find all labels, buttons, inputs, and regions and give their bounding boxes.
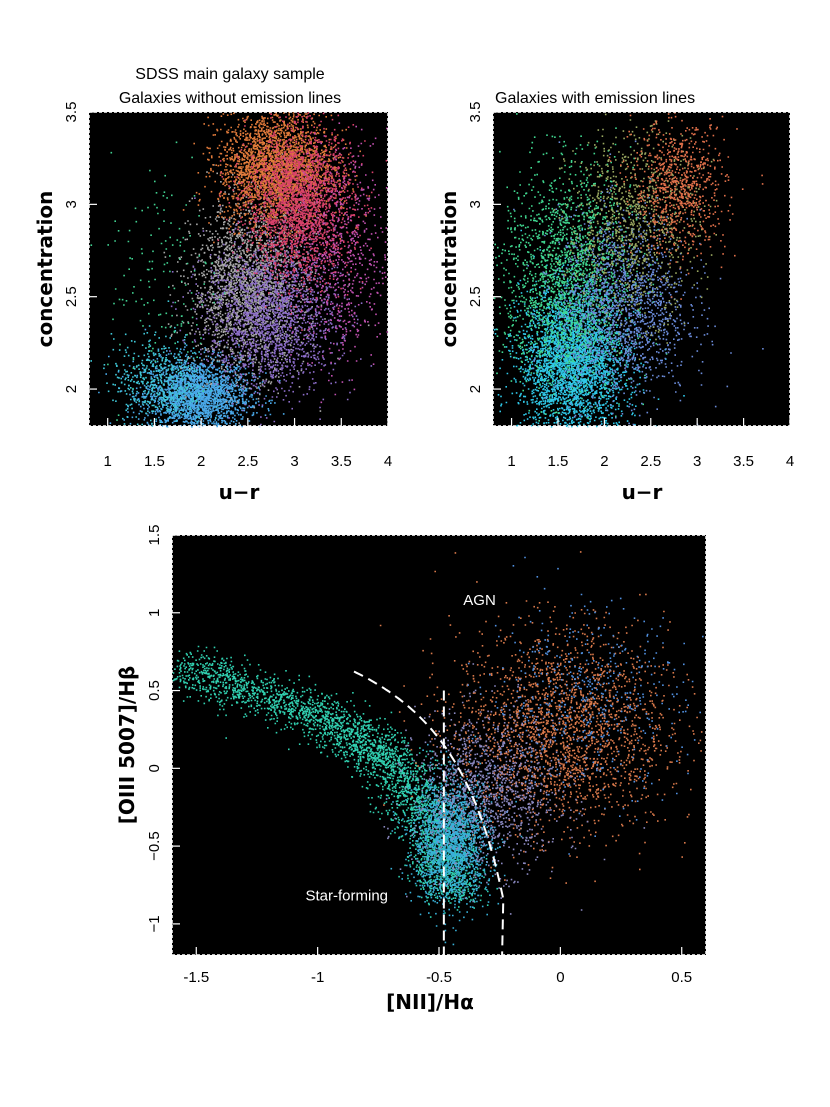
x-tick-label: 1: [104, 453, 112, 470]
plot-frame-top-left: [88, 111, 389, 427]
y-tick-label: 0.5: [146, 680, 163, 701]
points-blue-cyan-wing: [90, 300, 221, 427]
cluster-agn-branch-orange: [379, 551, 703, 884]
x-tick-label: 2: [197, 453, 205, 470]
x-ticks-bottom: -1.5 -1 -0.5 0 0.5: [183, 947, 692, 986]
x-ticks-top-right: 1 1.5 2 2.5 3 3.5 4: [507, 418, 794, 470]
x-axis-label-top-left: u−r: [219, 480, 260, 504]
cluster-blue-violet-mid: [513, 140, 764, 426]
panel-top-left: SDSS main galaxy sample Galaxies without…: [33, 66, 392, 504]
annotation-star-forming: Star-forming: [306, 888, 389, 905]
plot-frame-top-right: [492, 111, 791, 427]
cluster-star-forming-sequence-green: [172, 645, 498, 918]
x-tick-label: 3.5: [331, 453, 352, 470]
points-bottom: [172, 551, 704, 946]
x-tick-label: -0.5: [426, 969, 452, 986]
y-tick-label: 1.5: [146, 525, 163, 546]
panel-top-right: Galaxies with emission lines 1 1.5 2 2.5 3 3.…: [437, 90, 794, 504]
kauffmann-divider-curve: [353, 670, 505, 956]
x-axis-label-bottom-text: [NII]/Hα: [386, 990, 474, 1014]
y-tick-label: 0: [146, 764, 163, 772]
y-tick-label: 3: [467, 200, 484, 208]
panel-title-no-emission: Galaxies without emission lines: [119, 90, 341, 107]
points-orange-high-concentration: [182, 112, 371, 256]
cluster-orange-high-concentration: [182, 112, 371, 256]
points-blue-violet-mid: [513, 140, 764, 426]
figure-title: SDSS main galaxy sample: [135, 66, 325, 83]
x-tick-label: 2.5: [640, 453, 661, 470]
x-tick-label: 1: [507, 453, 515, 470]
y-tick-label: 3: [63, 200, 80, 208]
points-olive-transition: [549, 113, 718, 361]
cluster-red-high-concentration: [217, 112, 388, 331]
x-tick-label: -1.5: [183, 969, 209, 986]
cluster-blue-cyan-wing: [90, 300, 221, 427]
y-tick-label: 3.5: [467, 102, 484, 123]
y-tick-label: 1: [146, 609, 163, 617]
y-ticks-bottom: −1 −0.5 0 0.5 1 1.5: [146, 525, 180, 932]
plot-area-bottom: [172, 535, 706, 955]
x-axis-label-bottom: [NII]/Hα: [386, 990, 474, 1014]
y-axis-label-top-left: concentration: [33, 191, 57, 348]
panel-title-with-emission: Galaxies with emission lines: [495, 90, 695, 107]
x-ticks-top-left: 1 1.5 2 2.5 3 3.5 4: [104, 418, 392, 470]
points-star-forming-sequence-green: [172, 645, 498, 918]
points-agn-branch-orange: [379, 551, 703, 884]
y-ticks-top-right: 2 2.5 3 3.5: [467, 102, 501, 393]
points-top-right: [493, 112, 764, 428]
x-tick-label: 1.5: [144, 453, 165, 470]
cluster-olive-transition: [549, 113, 718, 361]
x-tick-label: -1: [311, 969, 324, 986]
y-tick-label: −1: [146, 915, 163, 932]
x-tick-label: 4: [786, 453, 794, 470]
annotation-agn: AGN: [463, 592, 496, 609]
x-tick-label: 1.5: [548, 453, 569, 470]
y-tick-label: 2: [63, 385, 80, 393]
y-axis-label-bottom: [OIII 5007]/Hβ: [115, 666, 139, 825]
y-tick-label: 2.5: [63, 286, 80, 307]
x-tick-label: 2.5: [237, 453, 258, 470]
cluster-star-forming-base-cyan: [390, 735, 523, 946]
points-red-high-concentration: [217, 112, 388, 331]
y-tick-label: 2.5: [467, 286, 484, 307]
y-tick-label: 2: [467, 385, 484, 393]
y-axis-label-top-right: concentration: [437, 191, 461, 348]
points-top-left: [90, 112, 390, 428]
x-tick-label: 3.5: [733, 453, 754, 470]
plot-area-top-right: [493, 112, 790, 426]
x-tick-label: 3: [290, 453, 298, 470]
x-tick-label: 0: [556, 969, 564, 986]
x-tick-label: 0.5: [671, 969, 692, 986]
x-axis-label-top-right: u−r: [622, 480, 663, 504]
x-tick-label: 2: [600, 453, 608, 470]
x-tick-label: 4: [384, 453, 392, 470]
y-tick-label: −0.5: [146, 831, 163, 861]
points-star-forming-base-cyan: [390, 735, 523, 946]
y-ticks-top-left: 2 2.5 3 3.5: [63, 102, 97, 393]
x-tick-label: 3: [693, 453, 701, 470]
panel-bottom: AGN Star-forming -1.5 -1 -0.5 0 0.5 −1 −0.5 0 0…: [115, 525, 707, 1014]
y-tick-label: 3.5: [63, 102, 80, 123]
